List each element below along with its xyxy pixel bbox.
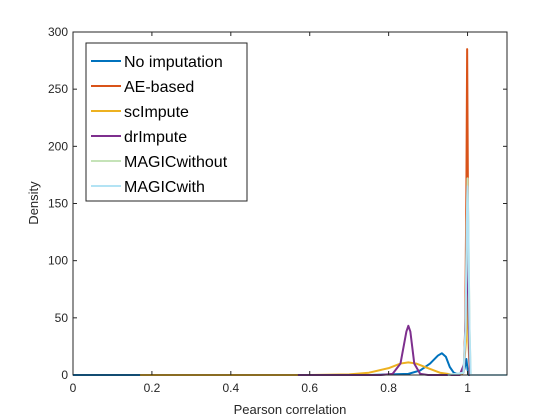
legend-box bbox=[85, 42, 248, 202]
y-tick-label: 100 bbox=[48, 254, 68, 268]
legend-label-2: AE-based bbox=[124, 79, 194, 96]
x-tick-label: 0.4 bbox=[222, 381, 239, 395]
y-tick-label: 150 bbox=[48, 197, 68, 211]
legend-label-6: MAGICwith bbox=[124, 179, 205, 196]
legend-label-5: MAGICwithout bbox=[124, 154, 228, 171]
series-line-1 bbox=[73, 352, 507, 376]
y-tick-label: 300 bbox=[48, 25, 68, 39]
y-tick-label: 250 bbox=[48, 82, 68, 96]
y-tick-label: 50 bbox=[55, 311, 69, 325]
legend-label-3: scImpute bbox=[124, 104, 189, 121]
x-tick-label: 0 bbox=[70, 381, 77, 395]
series-line-4 bbox=[297, 219, 507, 376]
legend-label-1: No imputation bbox=[124, 54, 223, 71]
x-tick-label: 0.8 bbox=[380, 381, 397, 395]
legend: No imputation AE-based scImpute drImpute MAG… bbox=[85, 42, 248, 202]
y-tick-label: 0 bbox=[61, 368, 68, 382]
series-line-6 bbox=[447, 185, 507, 376]
x-axis-label: Pearson correlation bbox=[234, 402, 347, 417]
ticks-layer: 0 0.2 0.4 0.6 0.8 1 0 50 100 150 200 250 300 bbox=[48, 25, 507, 395]
y-tick-label: 200 bbox=[48, 139, 68, 153]
x-tick-label: 0.6 bbox=[301, 381, 318, 395]
series-layer bbox=[73, 48, 507, 376]
legend-label-4: drImpute bbox=[124, 129, 187, 146]
x-tick-label: 0.2 bbox=[144, 381, 161, 395]
x-tick-label: 1 bbox=[464, 381, 471, 395]
y-axis-label: Density bbox=[26, 181, 41, 225]
